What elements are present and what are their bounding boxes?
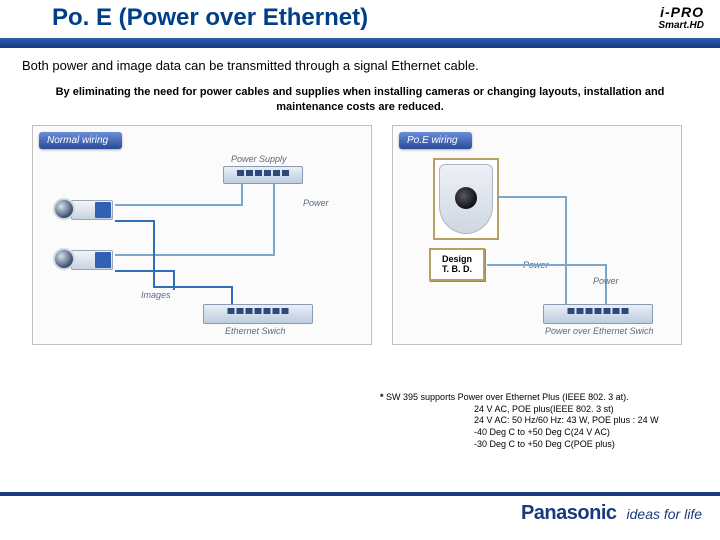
wire-power (115, 204, 243, 206)
wire-label-power: Power (593, 276, 619, 286)
dome-camera-icon (439, 164, 493, 234)
footnote-text: * SW 395 supports Power over Ethernet Pl… (380, 392, 659, 450)
footer-rule (0, 492, 720, 496)
subhead-text: By eliminating the need for power cables… (22, 85, 698, 115)
label-ethernet-switch: Ethernet Swich (225, 326, 286, 336)
slide-header: Po. E (Power over Ethernet) i-PRO Smart.… (0, 0, 720, 48)
wire-images (153, 286, 233, 288)
tbd-line-2: T. B. D. (442, 264, 472, 274)
wire-power (487, 264, 607, 266)
header-rule (0, 38, 720, 48)
slide-title: Po. E (Power over Ethernet) (52, 4, 368, 32)
wire-power (241, 184, 243, 206)
device-ethernet-switch (203, 304, 313, 324)
footnote-block: * SW 395 supports Power over Ethernet Pl… (380, 392, 659, 450)
device-power-supply (223, 166, 303, 184)
camera-icon (53, 194, 113, 226)
wire-power (565, 196, 567, 304)
footer-brand-name: Panasonic (521, 502, 617, 525)
intro-text: Both power and image data can be transmi… (22, 58, 698, 73)
panel-tag-normal: Normal wiring (39, 132, 122, 149)
label-power-supply: Power Supply (231, 154, 287, 164)
brand-line-2: Smart.HD (658, 20, 704, 31)
panel-normal-wiring: Normal wiring Power Supply Ethernet Swic… (32, 125, 372, 345)
wire-power (115, 254, 275, 256)
wire-images (115, 270, 175, 272)
brand-block: i-PRO Smart.HD (658, 4, 704, 31)
footnote-star: * (380, 392, 384, 402)
wire-power (273, 184, 275, 256)
brand-line-1: i-PRO (658, 4, 704, 20)
footnote-line-5: -30 Deg C to +50 Deg C(POE plus) (380, 439, 659, 451)
design-tbd-box: Design T. B. D. (429, 248, 485, 282)
slide-body: Both power and image data can be transmi… (0, 48, 720, 345)
diagram-row: Normal wiring Power Supply Ethernet Swic… (22, 125, 698, 345)
tbd-line-1: Design (442, 254, 472, 264)
wire-label-power: Power (303, 198, 329, 208)
wire-images (115, 220, 155, 222)
wire-label-images: Images (141, 290, 171, 300)
footnote-line-3: 24 V AC: 50 Hz/60 Hz: 43 W, POE plus : 2… (380, 415, 659, 427)
wire-power (497, 196, 567, 198)
footer-slogan: ideas for life (627, 506, 702, 522)
panel-tag-poe: Po.E wiring (399, 132, 472, 149)
panel-poe-wiring: Po.E wiring Design T. B. D. Power over E… (392, 125, 682, 345)
footnote-line-2: 24 V AC, POE plus(IEEE 802. 3 st) (380, 404, 659, 416)
camera-icon (53, 244, 113, 276)
slide-footer: Panasonic ideas for life (0, 492, 720, 540)
wire-images (153, 220, 155, 286)
wire-images (231, 286, 233, 304)
device-poe-switch (543, 304, 653, 324)
dome-camera-frame (433, 158, 499, 240)
label-poe-switch: Power over Ethernet Swich (545, 326, 654, 336)
footnote-line-1: SW 395 supports Power over Ethernet Plus… (386, 392, 629, 402)
footer-brand: Panasonic ideas for life (521, 502, 702, 525)
footnote-line-4: -40 Deg C to +50 Deg C(24 V AC) (380, 427, 659, 439)
